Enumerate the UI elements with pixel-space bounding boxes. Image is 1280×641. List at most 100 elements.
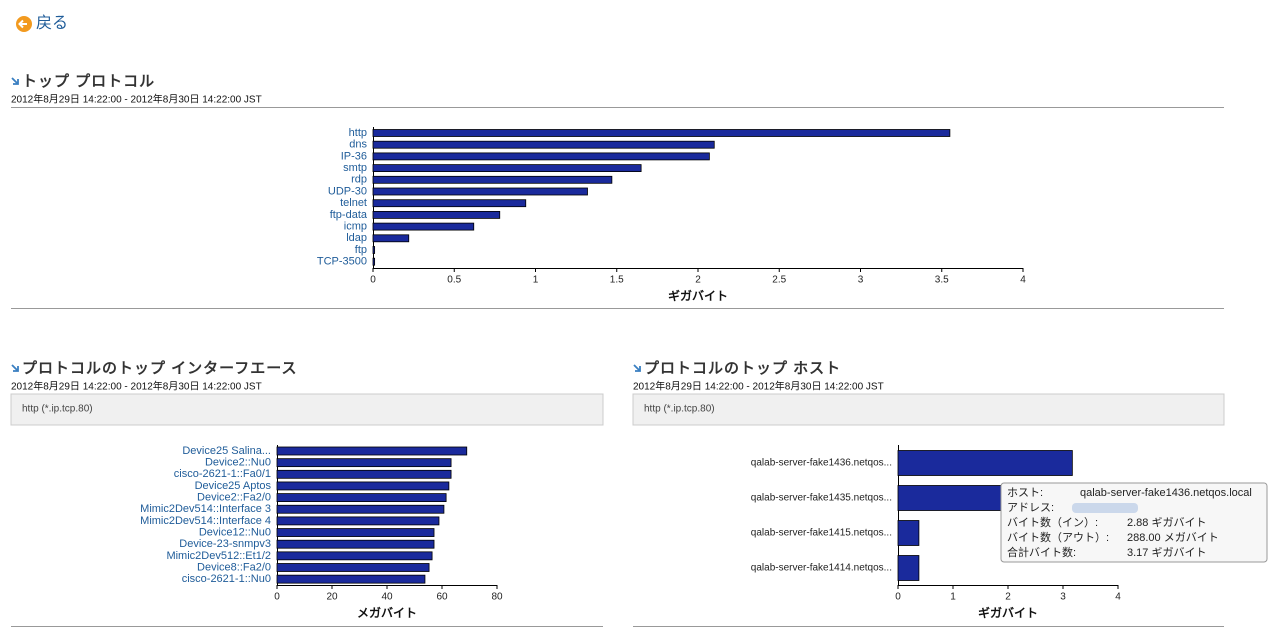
section-date: 2012年8月29日 14:22:00 - 2012年8月30日 14:22:0… <box>633 380 884 393</box>
x-tick-label: 2.5 <box>772 275 786 286</box>
bar <box>276 469 452 479</box>
section-title: プロトコルのトップ ホスト <box>644 360 841 377</box>
section-title: プロトコルのトップ インターフエース <box>22 360 298 377</box>
bar <box>372 257 376 266</box>
bar <box>897 450 1073 476</box>
bar <box>897 520 920 546</box>
y-tick-label[interactable]: ldap <box>346 232 367 244</box>
bar <box>372 152 710 161</box>
y-tick-label: qalab-server-fake1415.netqos... <box>751 528 892 539</box>
x-tick-label: 3.5 <box>935 275 949 286</box>
y-tick-label[interactable]: dns <box>349 139 367 151</box>
bar <box>372 199 527 208</box>
bar <box>276 516 440 526</box>
section-date: 2012年8月29日 14:22:00 - 2012年8月30日 14:22:0… <box>11 380 262 393</box>
x-tick-label: 60 <box>436 592 448 603</box>
y-tick-label[interactable]: Mimic2Dev514::Interface 4 <box>140 515 271 527</box>
y-tick-label[interactable]: rdp <box>351 174 367 186</box>
section-icons <box>11 77 641 372</box>
y-tick-label[interactable]: Device2::Nu0 <box>205 457 271 469</box>
y-tick-label[interactable]: ftp-data <box>330 209 368 221</box>
y-tick-label: qalab-server-fake1436.netqos... <box>751 458 892 469</box>
y-tick-label[interactable]: Device2::Fa2/0 <box>197 492 271 504</box>
x-tick-label: 40 <box>381 592 393 603</box>
x-tick-label: 80 <box>491 592 503 603</box>
x-tick-label: 4 <box>1115 592 1121 603</box>
y-tick-label[interactable]: Device8::Fa2/0 <box>197 561 271 573</box>
bar <box>372 234 410 243</box>
section-title: トップ プロトコル <box>22 73 155 90</box>
x-tick-label: 2 <box>1005 592 1011 603</box>
y-tick-label[interactable]: telnet <box>340 197 367 209</box>
x-axis-label: ギガバイト <box>978 605 1038 620</box>
x-tick-label: 1 <box>533 275 539 286</box>
tooltip-redacted <box>1072 503 1138 513</box>
y-tick-label[interactable]: cisco-2621-1::Fa0/1 <box>174 468 271 480</box>
y-tick-label[interactable]: Device12::Nu0 <box>199 526 271 538</box>
tooltip-value: 2.88 ギガバイト <box>1127 516 1206 529</box>
y-tick-label[interactable]: Device-23-snmpv3 <box>179 538 271 550</box>
tooltip-label: ホスト: <box>1007 486 1043 499</box>
y-tick-label[interactable]: cisco-2621-1::Nu0 <box>182 573 271 585</box>
bar <box>276 446 468 456</box>
x-axis-label: ギガバイト <box>668 288 728 303</box>
x-axis-label: メガバイト <box>357 605 417 620</box>
section-icon <box>633 364 641 372</box>
x-tick-label: 4 <box>1020 275 1026 286</box>
bar <box>276 539 435 549</box>
y-tick-label[interactable]: http <box>349 127 367 139</box>
tooltip-value: 288.00 メガバイト <box>1127 531 1219 544</box>
x-tick-label: 0 <box>274 592 280 603</box>
x-tick-label: 0 <box>895 592 901 603</box>
y-tick-label[interactable]: Device25 Salina... <box>182 445 271 457</box>
x-tick-label: 1.5 <box>610 275 624 286</box>
tooltip: ホスト: qalab-server-fake1436.netqos.local アド… <box>1000 482 1268 563</box>
back-link[interactable]: 戻る <box>16 14 68 32</box>
x-tick-label: 2 <box>695 275 701 286</box>
bar <box>897 555 920 581</box>
bar <box>372 222 475 231</box>
back-arrow[interactable] <box>18 19 28 29</box>
section-icon <box>11 77 19 85</box>
bar <box>372 164 642 173</box>
y-tick-label[interactable]: icmp <box>344 221 367 233</box>
bar <box>276 493 447 503</box>
y-tick-label[interactable]: IP-36 <box>341 150 367 162</box>
y-tick-label: qalab-server-fake1435.netqos... <box>751 493 892 504</box>
bar <box>276 574 426 584</box>
tooltip-label: アドレス: <box>1007 502 1054 514</box>
x-tick-label: 3 <box>858 275 864 286</box>
x-tick-label: 20 <box>326 592 338 603</box>
y-tick-label[interactable]: Mimic2Dev514::Interface 3 <box>140 503 271 515</box>
tooltip-label: バイト数（イン）: <box>1007 516 1098 529</box>
y-tick-label[interactable]: Mimic2Dev512::Et1/2 <box>166 550 271 562</box>
filter-text: http (*.ip.tcp.80) <box>644 404 715 415</box>
y-tick-label[interactable]: smtp <box>343 162 367 174</box>
bar <box>276 481 450 491</box>
x-tick-label: 1 <box>950 592 956 603</box>
bar <box>276 528 435 537</box>
filter-text: http (*.ip.tcp.80) <box>22 404 93 415</box>
y-tick-label[interactable]: ftp <box>355 244 367 256</box>
x-tick-label: 0.5 <box>447 275 461 286</box>
back-text[interactable]: 戻る <box>36 14 68 32</box>
tooltip-box <box>1000 482 1268 563</box>
tooltip-label: 合計バイト数: <box>1007 545 1076 559</box>
section-date: 2012年8月29日 14:22:00 - 2012年8月30日 14:22:0… <box>11 93 262 106</box>
y-tick-label[interactable]: TCP-3500 <box>317 256 367 268</box>
bar <box>372 246 376 254</box>
bar <box>372 140 715 149</box>
tooltip-value: qalab-server-fake1436.netqos.local <box>1080 487 1252 499</box>
bar <box>372 210 501 219</box>
bar <box>372 129 951 137</box>
filter-box <box>632 393 1225 426</box>
y-tick-label[interactable]: UDP-30 <box>328 185 367 197</box>
bar <box>372 175 613 184</box>
bar <box>276 504 445 514</box>
x-tick-label: 0 <box>370 275 376 286</box>
tooltip-label: バイト数（アウト）: <box>1007 531 1109 544</box>
y-tick-label[interactable]: Device25 Aptos <box>195 480 272 492</box>
y-tick-label: qalab-server-fake1414.netqos... <box>751 563 892 574</box>
